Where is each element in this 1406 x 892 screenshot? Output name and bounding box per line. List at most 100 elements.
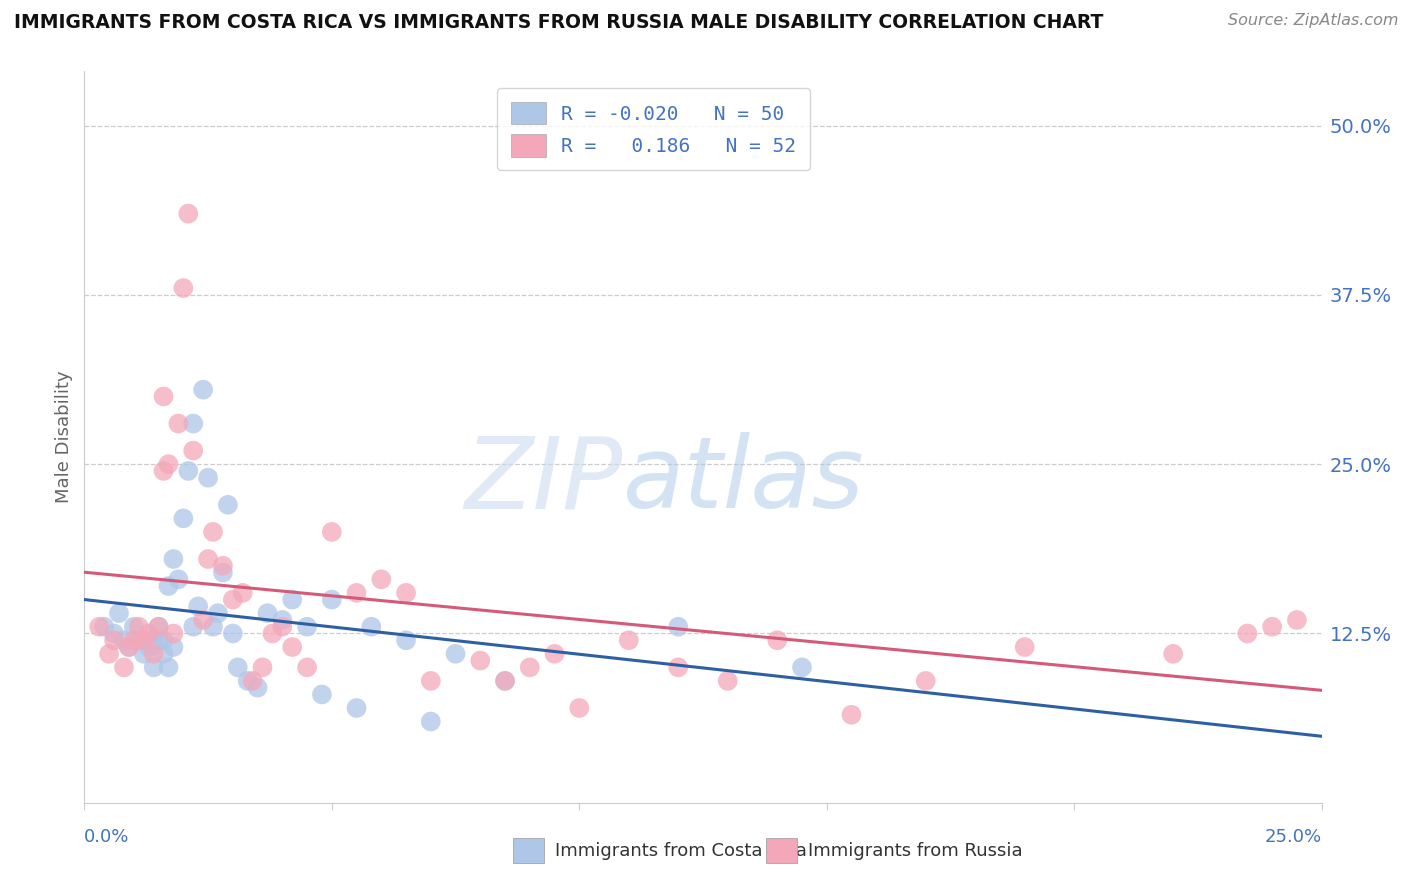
Point: [617, 633, 640, 648]
Point: [717, 673, 740, 688]
Point: [187, 599, 209, 614]
Point: [295, 660, 318, 674]
Point: [252, 660, 274, 674]
Point: [142, 633, 165, 648]
Point: [108, 606, 131, 620]
Point: [152, 633, 174, 648]
Text: ZIP: ZIP: [464, 433, 623, 530]
Point: [395, 586, 418, 600]
Text: Immigrants from Costa Rica: Immigrants from Costa Rica: [555, 842, 807, 860]
Point: [1236, 626, 1258, 640]
Point: [152, 389, 174, 403]
Point: [162, 640, 184, 654]
Point: [271, 620, 294, 634]
Point: [281, 592, 304, 607]
Point: [181, 620, 204, 634]
Point: [181, 443, 204, 458]
Point: [148, 620, 170, 634]
Point: [103, 633, 125, 648]
Point: [191, 613, 214, 627]
Point: [118, 640, 141, 654]
Point: [89, 620, 111, 634]
Point: [212, 558, 235, 573]
Point: [370, 572, 392, 586]
Point: [321, 592, 343, 607]
Point: [232, 586, 254, 600]
Point: [419, 673, 441, 688]
Point: [142, 660, 165, 674]
Point: [112, 660, 135, 674]
Point: [360, 620, 382, 634]
Point: [1014, 640, 1036, 654]
Point: [162, 626, 184, 640]
Point: [246, 681, 269, 695]
Point: [177, 464, 200, 478]
Point: [256, 606, 278, 620]
Point: [1261, 620, 1284, 634]
Y-axis label: Male Disability: Male Disability: [55, 371, 73, 503]
Point: [172, 511, 194, 525]
Point: [157, 660, 180, 674]
Point: [311, 688, 333, 702]
Point: [262, 626, 284, 640]
Point: [162, 552, 184, 566]
Point: [172, 281, 194, 295]
Point: [157, 579, 180, 593]
Text: Source: ZipAtlas.com: Source: ZipAtlas.com: [1229, 13, 1399, 29]
Point: [346, 586, 368, 600]
Point: [202, 620, 225, 634]
Point: [346, 701, 368, 715]
Point: [242, 673, 264, 688]
Point: [197, 471, 219, 485]
Point: [470, 654, 492, 668]
Point: [321, 524, 343, 539]
Point: [191, 383, 214, 397]
Point: [494, 673, 516, 688]
Point: [519, 660, 541, 674]
Point: [132, 633, 155, 648]
Point: [666, 660, 689, 674]
Point: [118, 640, 141, 654]
Text: 0.0%: 0.0%: [84, 828, 129, 846]
Point: [766, 633, 789, 648]
Point: [568, 701, 591, 715]
Point: [157, 457, 180, 471]
Point: [142, 647, 165, 661]
Text: IMMIGRANTS FROM COSTA RICA VS IMMIGRANTS FROM RUSSIA MALE DISABILITY CORRELATION: IMMIGRANTS FROM COSTA RICA VS IMMIGRANTS…: [14, 13, 1104, 32]
Point: [914, 673, 936, 688]
Point: [217, 498, 239, 512]
Point: [152, 647, 174, 661]
Text: 25.0%: 25.0%: [1264, 828, 1322, 846]
Point: [138, 640, 160, 654]
Text: atlas: atlas: [623, 433, 865, 530]
Point: [666, 620, 689, 634]
Point: [132, 647, 155, 661]
Point: [419, 714, 441, 729]
Point: [98, 647, 121, 661]
Point: [281, 640, 304, 654]
Point: [790, 660, 813, 674]
Point: [148, 620, 170, 634]
Point: [295, 620, 318, 634]
Point: [222, 626, 245, 640]
Point: [122, 633, 145, 648]
Point: [207, 606, 229, 620]
Point: [841, 707, 863, 722]
Point: [543, 647, 565, 661]
Legend: R = -0.020   N = 50, R =   0.186   N = 52: R = -0.020 N = 50, R = 0.186 N = 52: [498, 88, 810, 170]
Point: [128, 633, 150, 648]
Point: [167, 572, 190, 586]
Point: [1285, 613, 1308, 627]
Point: [444, 647, 467, 661]
Text: Immigrants from Russia: Immigrants from Russia: [808, 842, 1024, 860]
Point: [236, 673, 259, 688]
Point: [167, 417, 190, 431]
Point: [395, 633, 418, 648]
Point: [112, 633, 135, 648]
Point: [128, 620, 150, 634]
Point: [103, 626, 125, 640]
Point: [93, 620, 115, 634]
Point: [197, 552, 219, 566]
Point: [1161, 647, 1184, 661]
Point: [271, 613, 294, 627]
